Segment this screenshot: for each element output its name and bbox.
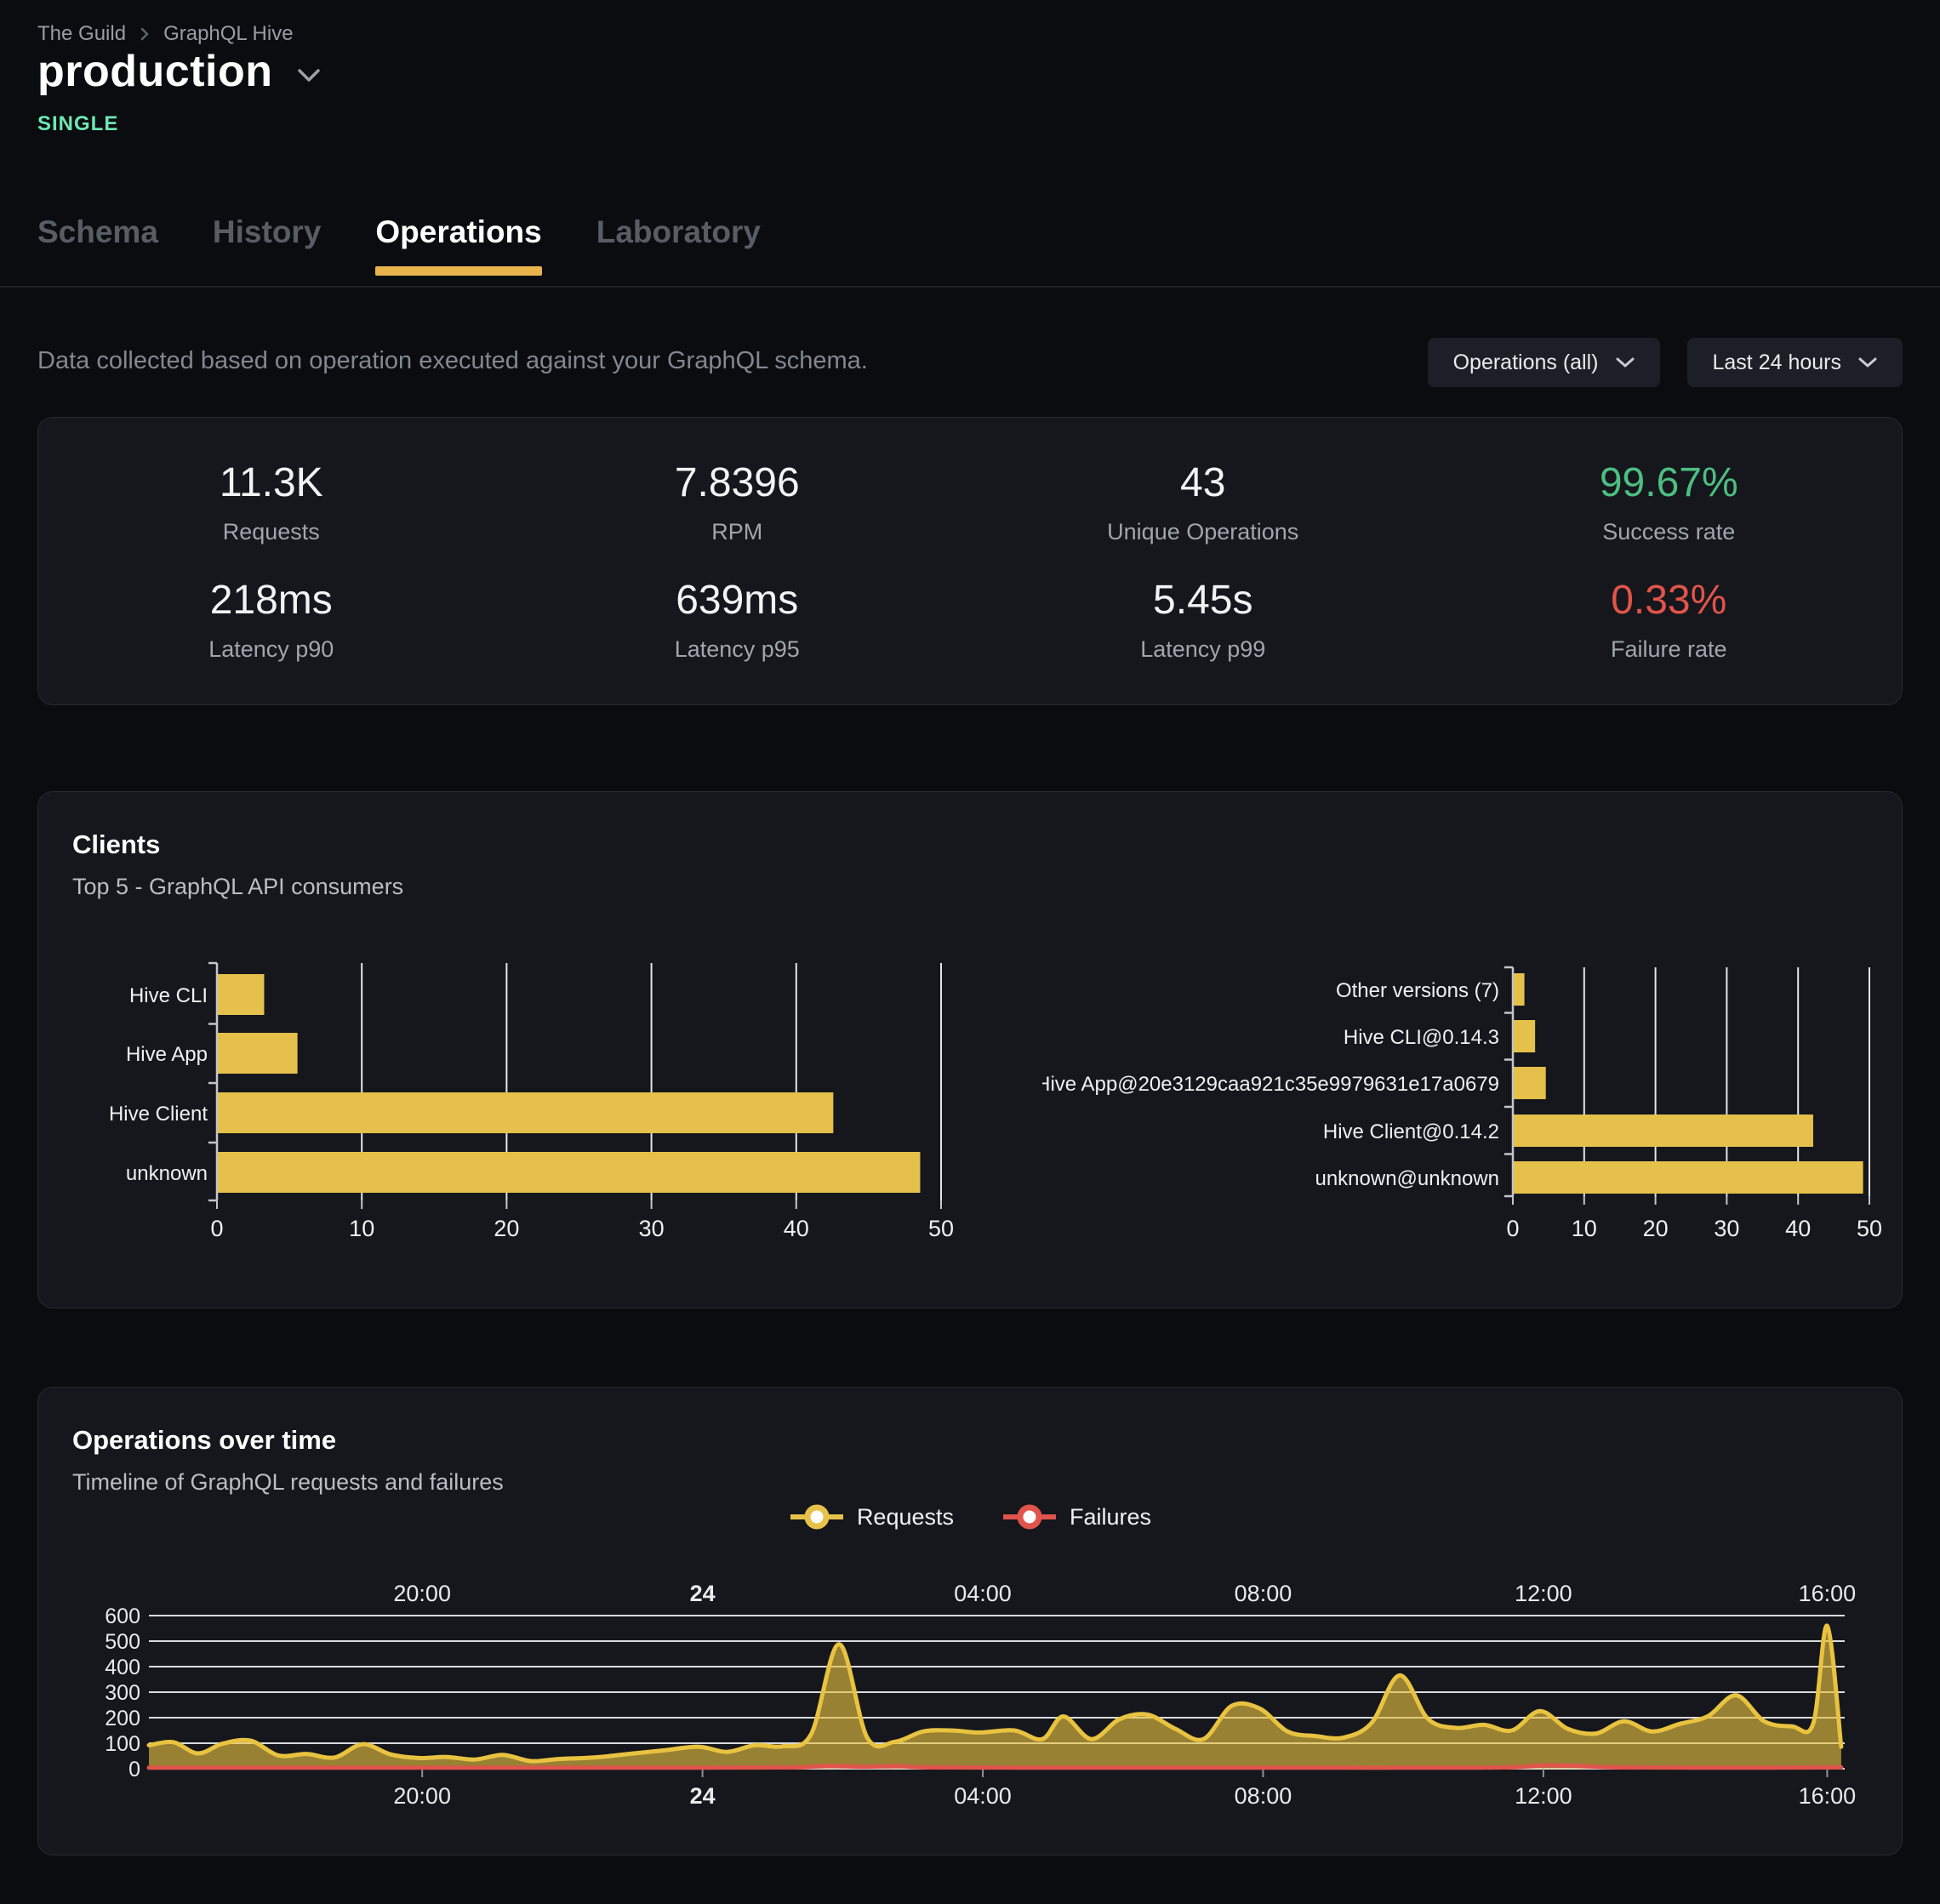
svg-text:08:00: 08:00 (1235, 1581, 1292, 1606)
svg-text:Other versions (7): Other versions (7) (1336, 979, 1499, 1002)
svg-text:10: 10 (349, 1216, 374, 1241)
stat-latency-p90: 218ms Latency p90 (208, 578, 334, 663)
operations-card-title: Operations over time (72, 1425, 337, 1455)
svg-text:16:00: 16:00 (1799, 1581, 1857, 1606)
stat-failure-rate: 0.33% Failure rate (1610, 578, 1727, 663)
legend-label-failures: Failures (1070, 1503, 1152, 1530)
clients-by-version-bar-chart: Other versions (7) Hive CLI@0.14.3 Hive Ap… (1042, 966, 1882, 1241)
operations-filter-label: Operations (all) (1452, 350, 1599, 374)
svg-text:unknown: unknown (126, 1162, 208, 1185)
svg-text:Hive CLI: Hive CLI (129, 984, 208, 1007)
breadcrumb-project[interactable]: GraphQL Hive (163, 22, 294, 45)
page-title: production (37, 47, 273, 96)
failures-series-marker (1003, 1504, 1057, 1530)
svg-text:16:00: 16:00 (1799, 1783, 1857, 1809)
tab-bar: Schema History Operations Laboratory (37, 214, 761, 276)
svg-text:300: 300 (105, 1681, 140, 1705)
tabs-divider (0, 286, 1940, 288)
svg-text:12:00: 12:00 (1515, 1783, 1572, 1809)
svg-text:04:00: 04:00 (954, 1581, 1012, 1606)
clients-card-subtitle: Top 5 - GraphQL API consumers (72, 874, 404, 899)
tab-laboratory[interactable]: Laboratory (596, 214, 761, 249)
clients-card-title: Clients (72, 829, 161, 859)
period-filter-button[interactable]: Last 24 hours (1686, 338, 1903, 387)
tab-history[interactable]: History (212, 214, 322, 249)
svg-text:600: 600 (105, 1605, 140, 1628)
active-tab-underline (375, 266, 542, 276)
svg-text:Hive App@20e3129caa921c35e9979: Hive App@20e3129caa921c35e9979631e17a067… (1042, 1073, 1499, 1096)
tab-operations-label: Operations (375, 214, 542, 249)
target-title-row: production (37, 46, 321, 97)
svg-text:50: 50 (928, 1216, 954, 1241)
requests-series-marker (790, 1504, 843, 1530)
tab-schema[interactable]: Schema (37, 214, 158, 249)
chart-legend: Requests Failures (38, 1500, 1902, 1534)
svg-text:0: 0 (1506, 1216, 1519, 1241)
legend-label-requests: Requests (856, 1503, 955, 1530)
svg-text:08:00: 08:00 (1235, 1783, 1292, 1809)
svg-text:20: 20 (494, 1216, 519, 1241)
svg-text:Hive App: Hive App (126, 1043, 208, 1066)
stat-latency-p99: 5.45s Latency p99 (1140, 578, 1266, 663)
svg-text:12:00: 12:00 (1515, 1581, 1572, 1606)
svg-text:0: 0 (210, 1216, 223, 1241)
operations-over-time-card: Operations over time Timeline of GraphQL… (37, 1387, 1903, 1856)
svg-text:40: 40 (784, 1216, 809, 1241)
stat-requests: 11.3K Requests (219, 459, 323, 544)
svg-text:20:00: 20:00 (393, 1783, 451, 1809)
page-description: Data collected based on operation execut… (37, 347, 868, 374)
svg-text:24: 24 (690, 1581, 716, 1606)
svg-text:20: 20 (1643, 1216, 1669, 1241)
clients-card: Clients Top 5 - GraphQL API consumers Hi… (37, 791, 1903, 1308)
svg-text:unknown@unknown: unknown@unknown (1315, 1167, 1499, 1190)
filters: Operations (all) Last 24 hours (1427, 338, 1903, 387)
svg-text:Hive CLI@0.14.3: Hive CLI@0.14.3 (1344, 1026, 1499, 1049)
stat-success-rate: 99.67% Success rate (1599, 459, 1738, 544)
clients-by-name-bar-chart: Hive CLI Hive App Hive Client unknown 0 10 20 3… (109, 961, 954, 1241)
breadcrumb-org[interactable]: The Guild (37, 22, 127, 45)
stat-rpm: 7.8396 RPM (674, 459, 800, 544)
svg-text:30: 30 (639, 1216, 665, 1241)
stat-latency-p95: 639ms Latency p95 (674, 578, 800, 663)
breadcrumb: The Guild GraphQL Hive (37, 22, 294, 46)
operations-filter-button[interactable]: Operations (all) (1427, 338, 1660, 387)
svg-text:500: 500 (105, 1630, 140, 1654)
stats-card: 11.3K Requests 7.8396 RPM 43 Unique Operati… (37, 417, 1903, 705)
svg-text:100: 100 (105, 1732, 140, 1756)
svg-text:200: 200 (105, 1707, 140, 1730)
svg-text:30: 30 (1714, 1216, 1739, 1241)
operations-card-subtitle: Timeline of GraphQL requests and failure… (72, 1469, 504, 1495)
svg-text:Hive Client: Hive Client (109, 1103, 208, 1126)
target-type-badge: SINGLE (37, 112, 119, 135)
chevron-down-icon (1616, 357, 1634, 367)
tab-operations[interactable]: Operations (375, 214, 542, 276)
chevron-down-icon (1858, 357, 1877, 367)
chevron-down-icon[interactable] (297, 68, 321, 83)
svg-text:0: 0 (128, 1758, 140, 1781)
chevron-right-icon (140, 27, 149, 41)
svg-text:20:00: 20:00 (393, 1581, 451, 1606)
svg-text:24: 24 (690, 1783, 716, 1809)
legend-item-requests[interactable]: Requests (789, 1500, 954, 1534)
legend-item-failures[interactable]: Failures (1001, 1500, 1151, 1534)
svg-text:Hive Client@0.14.2: Hive Client@0.14.2 (1323, 1120, 1499, 1143)
svg-text:50: 50 (1857, 1216, 1882, 1241)
stat-unique-operations: 43 Unique Operations (1107, 459, 1299, 544)
period-filter-label: Last 24 hours (1712, 350, 1842, 374)
svg-text:400: 400 (105, 1656, 140, 1679)
svg-text:40: 40 (1785, 1216, 1811, 1241)
svg-text:10: 10 (1572, 1216, 1597, 1241)
svg-text:04:00: 04:00 (954, 1783, 1012, 1809)
